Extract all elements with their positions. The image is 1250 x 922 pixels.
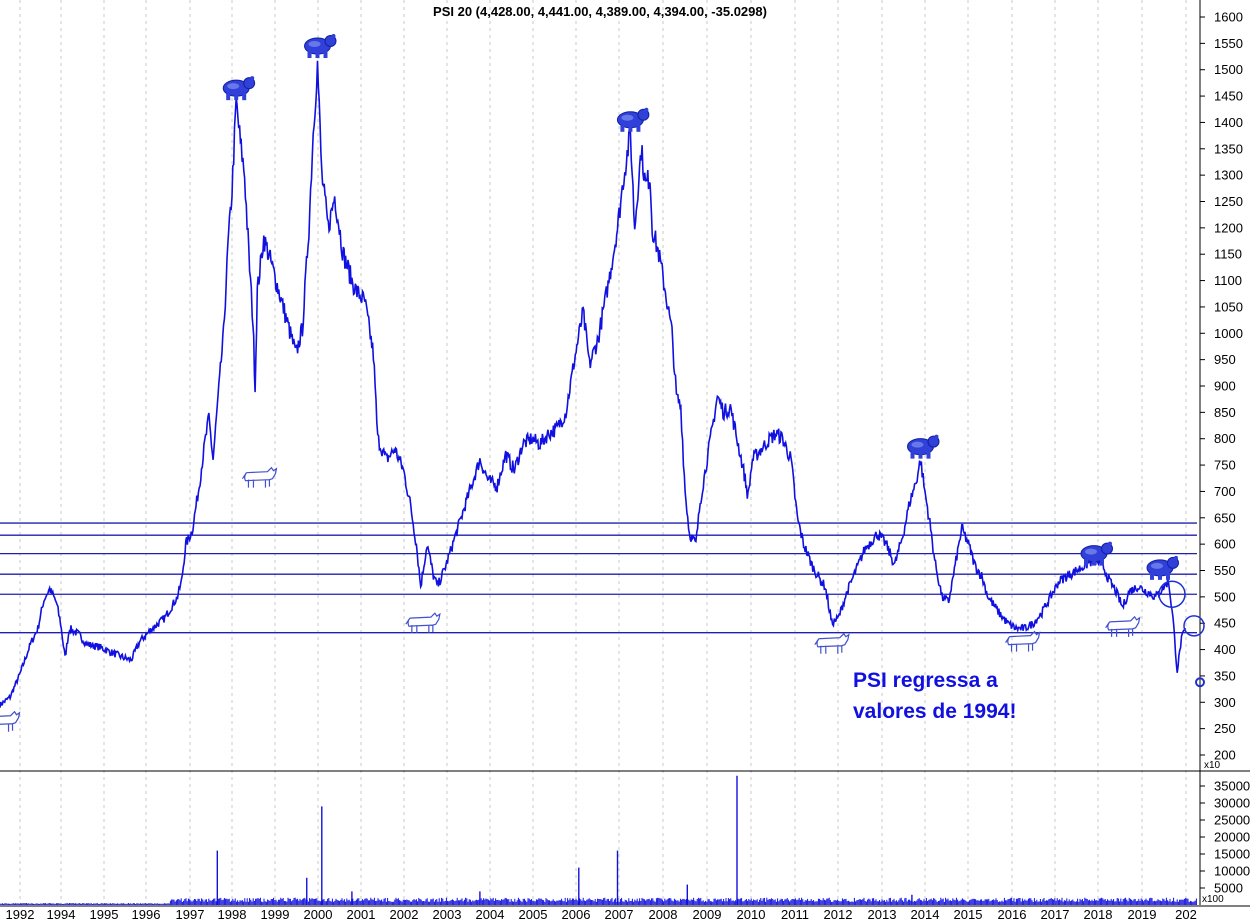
- x-tick-label: 2005: [519, 907, 548, 922]
- bear-icon: [616, 107, 650, 133]
- x-tick-label: 1992: [6, 907, 35, 922]
- x-tick-label: 1998: [218, 907, 247, 922]
- bull-icon: [405, 612, 441, 634]
- annotation-line-1: PSI regressa a: [853, 669, 998, 692]
- price-tick-label: 850: [1214, 405, 1236, 420]
- price-tick-label: 1500: [1214, 62, 1243, 77]
- circle-icon: [1158, 580, 1186, 608]
- volume-tick-label: 35000: [1214, 779, 1250, 794]
- price-tick-label: 650: [1214, 510, 1236, 525]
- annotation-line-2: valores de 1994!: [853, 700, 1016, 723]
- x-tick-label: 2011: [781, 907, 809, 922]
- x-tick-label: 2016: [998, 907, 1027, 922]
- x-tick-label: 1997: [176, 907, 205, 922]
- x-tick-label: 2001: [347, 907, 376, 922]
- x-tick-label: 2008: [649, 907, 678, 922]
- price-tick-label: 1150: [1214, 247, 1242, 262]
- price-tick-label: 1400: [1214, 115, 1243, 130]
- price-tick-label: 450: [1214, 616, 1236, 631]
- price-tick-label: 1600: [1214, 10, 1243, 25]
- x-tick-label: 2017: [1041, 907, 1070, 922]
- price-tick-label: 550: [1214, 563, 1236, 578]
- x-tick-label: 2004: [476, 907, 505, 922]
- price-tick-label: 600: [1214, 537, 1236, 552]
- bull-icon: [0, 711, 21, 733]
- bull-icon: [814, 633, 850, 655]
- price-tick-label: 250: [1214, 721, 1236, 736]
- x-tick-label: 2000: [304, 907, 333, 922]
- x-tick-label: 2014: [911, 907, 940, 922]
- price-tick-label: 750: [1214, 458, 1236, 473]
- circle-icon: [1195, 677, 1205, 688]
- price-tick-label: 1100: [1214, 273, 1242, 288]
- price-unit-label: x10: [1204, 760, 1221, 771]
- x-tick-label: 2002: [390, 907, 419, 922]
- x-tick-label: 1999: [261, 907, 290, 922]
- tick-labels: 200 250 300 350 400 450 500 550 600 650 700 750 800 8…: [6, 10, 1250, 922]
- bear-icon: [907, 434, 940, 460]
- volume-tick-label: 15000: [1214, 847, 1250, 862]
- x-tick-label: 202: [1175, 907, 1197, 922]
- bull-icon: [1004, 631, 1041, 653]
- x-tick-label: 1996: [132, 907, 161, 922]
- circle-icon: [1183, 615, 1205, 637]
- price-tick-label: 1050: [1214, 299, 1243, 314]
- x-tick-label: 2019: [1128, 907, 1157, 922]
- price-tick-label: 500: [1214, 589, 1236, 604]
- x-tick-label: 2012: [824, 907, 853, 922]
- horizontal-levels: [0, 522, 1197, 634]
- volume-tick-label: 30000: [1214, 796, 1250, 811]
- x-tick-label: 2013: [868, 907, 897, 922]
- x-tick-label: 2009: [693, 907, 722, 922]
- price-tick-label: 900: [1214, 379, 1236, 394]
- price-tick-label: 1250: [1214, 194, 1243, 209]
- x-tick-label: 2010: [737, 907, 766, 922]
- price-tick-label: 1300: [1214, 168, 1243, 183]
- price-tick-label: 700: [1214, 484, 1236, 499]
- x-tick-label: 2007: [605, 907, 634, 922]
- volume-tick-label: 5000: [1214, 881, 1243, 896]
- volume-series: [0, 775, 1197, 905]
- bull-bear-icons: [0, 33, 1205, 733]
- x-tick-label: 2015: [954, 907, 983, 922]
- volume-tick-label: 20000: [1214, 830, 1250, 845]
- price-tick-label: 1000: [1214, 326, 1243, 341]
- volume-tick-label: 10000: [1214, 864, 1250, 879]
- volume-tick-label: 25000: [1214, 813, 1250, 828]
- price-tick-label: 400: [1214, 642, 1236, 657]
- price-tick-label: 800: [1214, 431, 1236, 446]
- bear-icon: [1146, 555, 1179, 581]
- price-tick-label: 300: [1214, 695, 1236, 710]
- x-tick-label: 2006: [562, 907, 591, 922]
- bull-icon: [1104, 616, 1141, 638]
- price-tick-label: 1350: [1214, 141, 1243, 156]
- price-line: [0, 60, 1187, 708]
- price-tick-label: 1450: [1214, 89, 1243, 104]
- x-tick-label: 1995: [90, 907, 119, 922]
- bear-icon: [304, 33, 337, 59]
- chart-title: PSI 20 (4,428.00, 4,441.00, 4,389.00, 4,…: [433, 4, 767, 19]
- price-tick-label: 350: [1214, 668, 1236, 683]
- price-tick-label: 950: [1214, 352, 1236, 367]
- price-series: [0, 60, 1187, 708]
- grid-lines: [19, 0, 1187, 905]
- bear-icon: [222, 75, 256, 101]
- price-tick-label: 1550: [1214, 36, 1243, 51]
- bull-icon: [241, 467, 278, 489]
- price-tick-label: 200: [1214, 748, 1236, 763]
- x-tick-label: 2018: [1084, 907, 1113, 922]
- price-tick-label: 1200: [1214, 220, 1243, 235]
- x-tick-label: 2003: [433, 907, 462, 922]
- x-tick-label: 1994: [47, 907, 76, 922]
- volume-unit-label: x100: [1202, 894, 1224, 905]
- volume-bars: [0, 897, 1197, 905]
